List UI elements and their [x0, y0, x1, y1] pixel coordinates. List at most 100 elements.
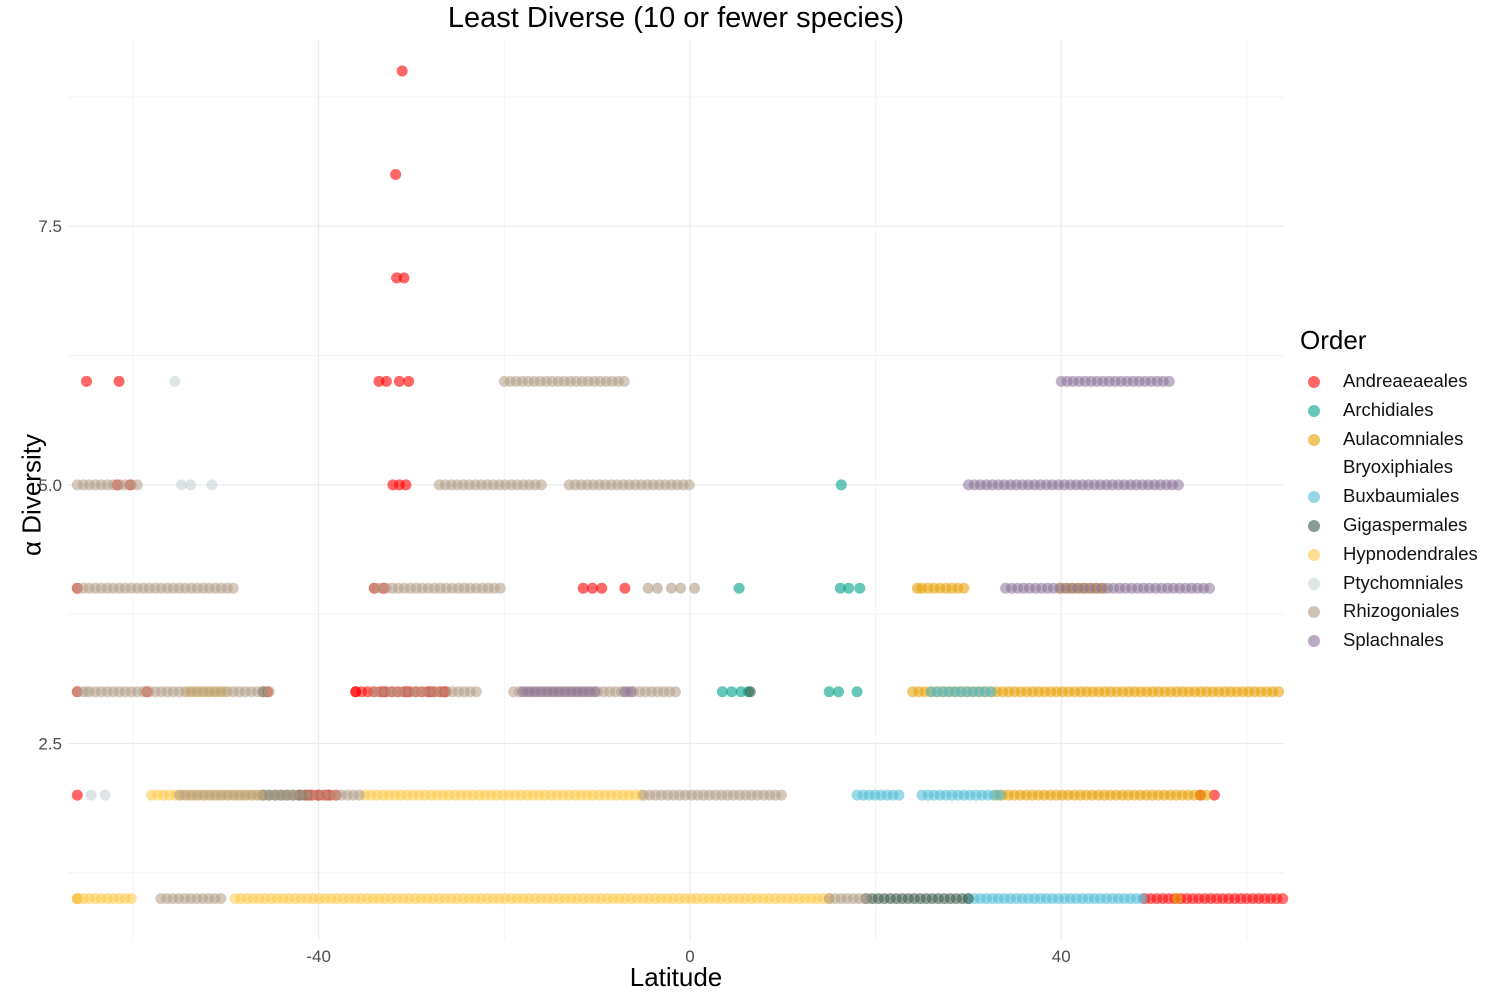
chart-title: Least Diverse (10 or fewer species) — [447, 2, 905, 34]
data-point — [1204, 582, 1216, 594]
legend-item-bryoxiphiales: Bryoxiphiales — [1300, 454, 1453, 483]
data-point — [113, 375, 125, 387]
data-point — [985, 686, 997, 698]
data-point — [618, 375, 630, 387]
y-tick-label: 7.5 — [38, 217, 62, 236]
data-point — [854, 582, 866, 594]
data-point — [586, 582, 598, 594]
series-archidiales — [716, 479, 866, 698]
legend-key-marker — [1308, 491, 1320, 504]
legend-label: Andreaeaeales — [1343, 370, 1468, 391]
series-rhizogoniales — [71, 375, 871, 905]
data-point — [911, 582, 923, 594]
data-point — [81, 375, 93, 387]
legend-title: Order — [1300, 325, 1367, 355]
data-point — [994, 789, 1006, 801]
data-point — [851, 686, 863, 698]
data-point — [665, 582, 677, 594]
data-point — [1136, 893, 1148, 905]
series-buxbaumiales — [851, 686, 1148, 905]
data-point — [393, 375, 405, 387]
data-point — [619, 582, 631, 594]
legend-label: Rhizogoniales — [1343, 600, 1460, 622]
legend-label: Aulacomniales — [1343, 427, 1464, 449]
x-axis-label: Latitude — [629, 962, 723, 992]
data-point — [396, 65, 408, 77]
data-point — [353, 789, 365, 801]
data-point — [689, 582, 701, 594]
x-tick-label: 40 — [1052, 947, 1071, 966]
legend-key-marker — [1308, 376, 1320, 388]
legend-label: Buxbaumiales — [1343, 485, 1460, 507]
y-tick-label: 5.0 — [38, 476, 62, 495]
legend-key-marker — [1308, 606, 1320, 619]
legend-item-rhizogoniales: Rhizogoniales — [1300, 598, 1459, 627]
data-point — [169, 375, 181, 387]
legend-key-marker — [1308, 433, 1320, 446]
legend-label: Ptychomniales — [1343, 571, 1464, 593]
data-point — [1273, 686, 1285, 698]
legend-label: Bryoxiphiales — [1343, 456, 1454, 478]
x-axis-tick-labels: -40 0 40 — [306, 947, 1070, 966]
legend-item-splachnales: Splachnales — [1300, 627, 1444, 656]
data-point — [726, 686, 738, 698]
legend-item-buxbaumiales: Buxbaumiales — [1300, 483, 1459, 512]
legend-key-marker — [1308, 404, 1320, 417]
data-point — [125, 893, 137, 905]
legend-label: Archidiales — [1343, 398, 1434, 420]
data-point — [535, 479, 547, 491]
data-points — [71, 65, 1289, 905]
data-point — [470, 686, 482, 698]
data-point — [380, 375, 392, 387]
legend-item-archidiales: Archidiales — [1300, 397, 1434, 426]
series-splachnales — [517, 375, 1216, 698]
data-point — [675, 582, 687, 594]
legend-items: Andreaeaeales Archidiales Aulacomniales Bry… — [1300, 368, 1478, 656]
y-tick-label: 2.5 — [38, 734, 62, 753]
legend-item-andreaeaeales: Andreaeaeales — [1300, 368, 1467, 397]
data-point — [744, 686, 756, 698]
data-point — [1208, 789, 1220, 801]
data-point — [400, 479, 412, 491]
data-point — [670, 686, 682, 698]
legend-key-marker — [1308, 519, 1320, 532]
data-point — [1163, 375, 1175, 387]
data-point — [1172, 479, 1184, 491]
legend-item-hypnodendrales: Hypnodendrales — [1300, 541, 1478, 570]
data-point — [733, 582, 745, 594]
legend-item-gigaspermales: Gigaspermales — [1300, 512, 1467, 541]
data-point — [716, 686, 728, 698]
data-point — [1277, 893, 1289, 905]
data-point — [215, 893, 227, 905]
data-point — [625, 686, 637, 698]
legend-item-aulacomniales: Aulacomniales — [1300, 426, 1463, 455]
legend-label: Hypnodendrales — [1343, 542, 1478, 564]
data-point — [398, 272, 410, 284]
data-point — [835, 479, 847, 491]
data-point — [577, 582, 589, 594]
x-tick-label: -40 — [306, 947, 331, 966]
data-point — [962, 893, 974, 905]
data-point — [403, 375, 415, 387]
data-point — [85, 789, 97, 801]
data-point — [350, 686, 362, 698]
legend-item-ptychomniales: Ptychomniales — [1300, 570, 1463, 599]
legend-key-marker — [1308, 577, 1320, 590]
data-point — [99, 789, 111, 801]
legend-key-marker — [1308, 635, 1320, 648]
data-point — [227, 582, 239, 594]
minor-gridlines — [68, 40, 1284, 940]
data-point — [859, 893, 871, 905]
data-point — [596, 582, 608, 594]
data-point — [823, 686, 835, 698]
data-point — [1171, 893, 1183, 905]
data-point — [1200, 789, 1212, 801]
data-point — [131, 479, 143, 491]
data-point — [71, 789, 83, 801]
y-axis-label: α Diversity — [16, 434, 47, 556]
data-point — [958, 582, 970, 594]
data-point — [589, 686, 601, 698]
data-point — [263, 686, 275, 698]
legend-label: Gigaspermales — [1343, 513, 1468, 535]
